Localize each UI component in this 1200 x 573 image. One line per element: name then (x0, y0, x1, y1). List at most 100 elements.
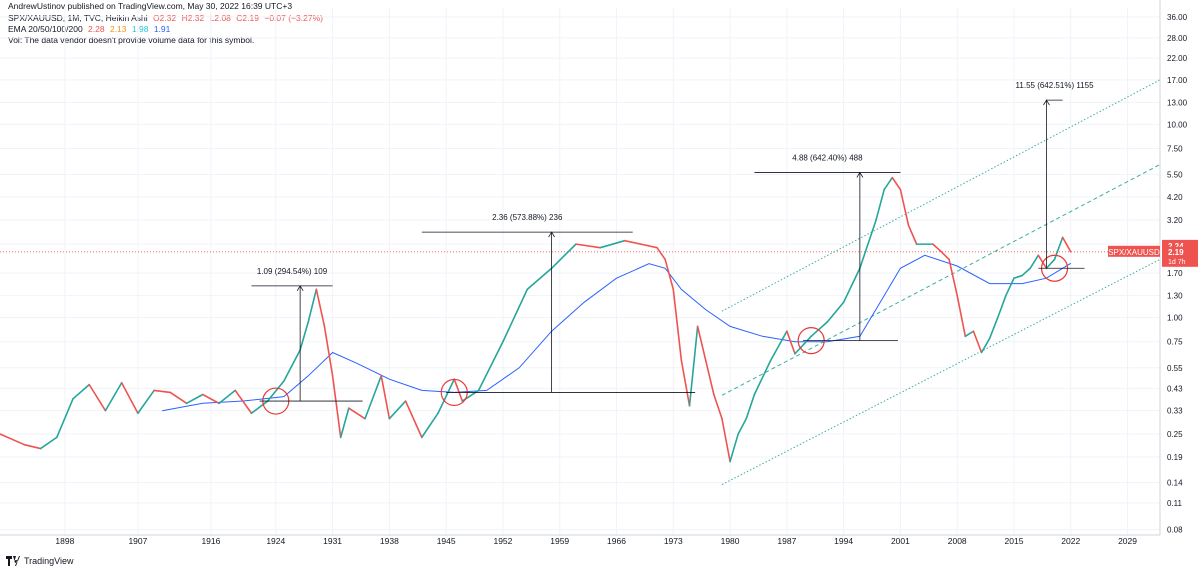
price-segment (842, 267, 861, 304)
price-segment (1013, 274, 1023, 279)
x-tick-label: 1959 (550, 536, 569, 546)
price-segment (185, 393, 204, 405)
time-axis: 1898 1907 1916 1924 1931 1938 1945 1952 1959 1966… (0, 534, 1160, 546)
y-tick-label: 36.00 (1167, 13, 1188, 22)
price-segment (891, 176, 902, 191)
price-segment (696, 325, 707, 362)
price-segment (315, 288, 326, 328)
price-segment (348, 407, 366, 420)
symbol-label: SPX/XAUUSD, 1M, TVC, Heikin Ashi (8, 13, 148, 23)
price-tag-countdown: 1d 7h (1168, 259, 1186, 266)
price-segment (1045, 258, 1056, 270)
price-segment (899, 188, 910, 227)
x-tick-label: 1973 (664, 536, 683, 546)
ema100-value: 1.98 (131, 24, 149, 34)
price-tags-layer: 2.242.19 1d 7h SPX/XAUUSD (1108, 239, 1198, 267)
ema50-value: 2.13 (109, 24, 127, 34)
x-tick-label: 1987 (777, 536, 796, 546)
price-segment (1021, 267, 1032, 277)
price-segment (940, 250, 950, 261)
measure-label: 11.55 (642.51%) 1155 (1016, 81, 1095, 90)
price-segment (996, 294, 1007, 319)
price-tag-close: 2.19 (1168, 248, 1184, 257)
price-segment (623, 239, 642, 245)
volume-note: Vol: The data vendor doesn't provide vol… (8, 35, 255, 45)
price-segment (0, 433, 26, 446)
price-segment (550, 243, 577, 270)
x-tick-label: 1980 (721, 536, 740, 546)
price-segment (364, 374, 383, 420)
measure-annotations-layer: 1.09 (294.54%) 109 2.36 (573.88%) 236 4.88… (251, 81, 1095, 415)
price-segment (672, 288, 683, 362)
x-tick-label: 1966 (607, 536, 626, 546)
price-segment (680, 359, 691, 407)
y-tick-label: 0.55 (1167, 364, 1183, 373)
price-segment (153, 389, 172, 394)
y-tick-label: 17.00 (1167, 76, 1188, 85)
ema-legend[interactable]: EMA 20/50/100/200 2.28 2.13 1.98 1.91 (8, 24, 170, 35)
measure-arrowhead (296, 285, 304, 292)
x-tick-label: 1994 (834, 536, 853, 546)
price-segment (477, 340, 504, 392)
ohlc-high: H2.32 (181, 13, 205, 23)
price-segment (307, 288, 318, 323)
x-tick-label: 1945 (437, 536, 456, 546)
y-tick-label: 1.00 (1167, 314, 1183, 323)
y-tick-label: 10.00 (1167, 120, 1188, 129)
price-segment (721, 417, 731, 463)
y-tick-label: 13.00 (1167, 98, 1188, 107)
measure-label: 1.09 (294.54%) 109 (257, 267, 328, 276)
price-tag-high: 2.24 (1168, 242, 1184, 251)
price-segment (331, 374, 342, 439)
x-tick-label: 2022 (1061, 536, 1080, 546)
price-segment (323, 325, 334, 377)
price-segment (745, 393, 756, 420)
x-tick-label: 1898 (55, 536, 74, 546)
symbol-tag: SPX/XAUUSD (1108, 248, 1160, 257)
price-segment (769, 330, 788, 362)
price-segment (283, 349, 301, 382)
price-segment (250, 400, 269, 415)
price-segment (201, 393, 220, 405)
x-tick-label: 1916 (201, 536, 220, 546)
trend-channel-layer (721, 79, 1161, 486)
channel-lower-line (721, 258, 1161, 486)
price-segment (599, 239, 626, 249)
price-axis: 36.00 28.00 22.00 17.00 13.00 10.00 7.50 5.50 4.… (1159, 0, 1188, 535)
x-tick-label: 2008 (948, 536, 967, 546)
price-segment (169, 391, 188, 405)
y-tick-label: 0.11 (1167, 499, 1183, 508)
price-segment (883, 176, 894, 191)
publisher-line: AndrewUstinov published on TradingView.c… (8, 1, 293, 11)
channel-mid-line (721, 164, 1161, 396)
y-tick-label: 0.75 (1167, 338, 1183, 347)
y-tick-label: 0.19 (1167, 453, 1183, 462)
price-segment (859, 219, 877, 270)
price-segment (713, 393, 723, 420)
x-tick-label: 2001 (891, 536, 910, 546)
measure-arrowhead (1043, 99, 1050, 106)
y-tick-label: 28.00 (1167, 34, 1188, 43)
price-segment (729, 433, 739, 463)
ohlc-change: −0.07 (−3.27%) (264, 13, 323, 23)
price-segment (526, 267, 553, 291)
measure-arrowhead (856, 171, 864, 178)
footer-brand[interactable]: TradingView (6, 556, 74, 566)
price-segment (575, 243, 602, 249)
price-segment (794, 335, 812, 355)
price-segment (1029, 254, 1040, 270)
measure-label: 2.36 (573.88%) 236 (492, 213, 563, 222)
y-tick-label: 7.50 (1167, 144, 1183, 153)
price-segment (55, 398, 74, 439)
price-tag-high-bg (1162, 239, 1198, 251)
price-segment (980, 337, 991, 354)
price-segment (404, 400, 423, 439)
y-tick-label: 0.33 (1167, 407, 1183, 416)
ema20-value: 2.28 (88, 24, 105, 34)
price-segment (1005, 277, 1015, 297)
price-segment (388, 400, 407, 420)
price-segment (437, 378, 456, 415)
channel-upper-line (721, 79, 1161, 312)
